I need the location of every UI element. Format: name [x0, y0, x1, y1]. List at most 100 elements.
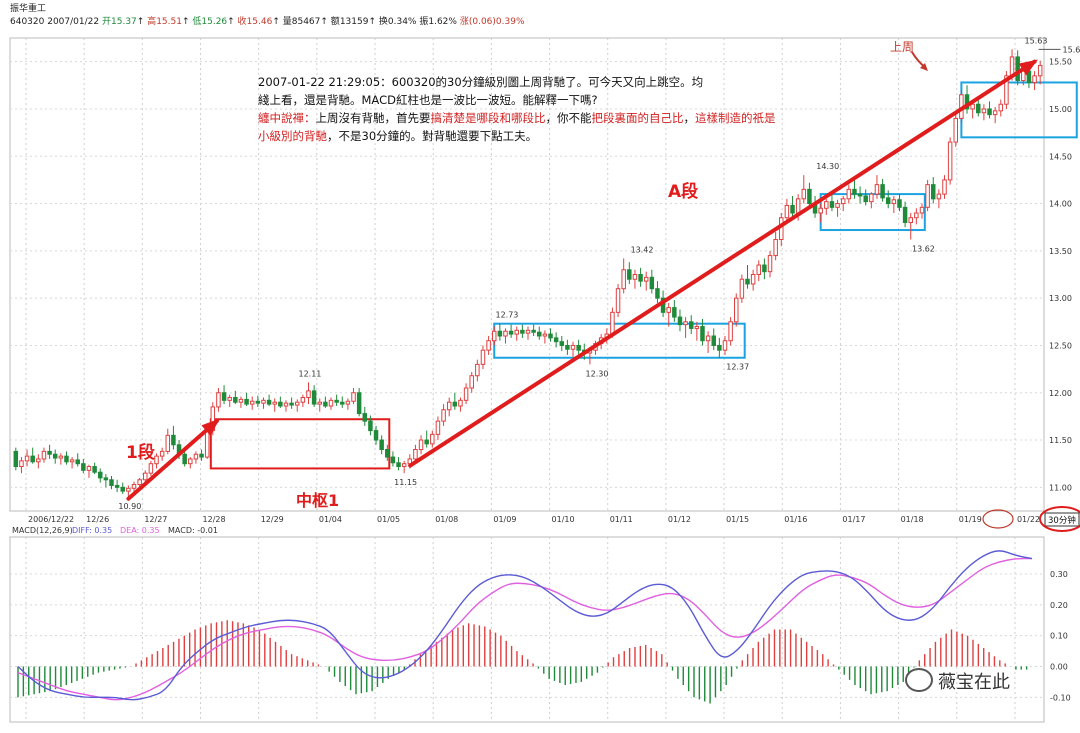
diff-line	[17, 550, 1033, 701]
macd-panel-frame	[9, 536, 1045, 723]
candle-body	[863, 195, 868, 203]
timeframe-circle	[1039, 506, 1080, 532]
candle-body	[790, 204, 795, 214]
segment-1-label: 1段	[126, 443, 155, 463]
candle-body	[221, 392, 227, 401]
candle-body	[334, 399, 339, 403]
open-label: 开	[101, 17, 111, 27]
macd-tick-label: 0.00	[1050, 663, 1068, 672]
price-tick-label: 14.50	[1049, 152, 1072, 161]
candle-body	[908, 217, 913, 223]
price-tick-label: 13.50	[1049, 247, 1072, 256]
candle-body	[86, 466, 92, 471]
candle-body	[576, 344, 581, 351]
macd-tick-label: 0.10	[1050, 632, 1068, 641]
price-extreme-label: 12.30	[586, 369, 609, 378]
candle-body	[401, 463, 407, 468]
candle-body	[19, 460, 24, 468]
price-extreme-label: 12.37	[726, 363, 749, 372]
candle-body	[148, 463, 154, 474]
candle-body	[486, 340, 491, 351]
macd-title: MACD(12,26,9)	[12, 526, 73, 535]
stock-quote-line: 640320 2007/01/22 开15.37↑ 高15.51↑ 低15.26…	[10, 17, 525, 27]
candle-body	[705, 335, 711, 342]
date-tick-label: 01/16	[784, 515, 807, 524]
price-extreme-label: 13.42	[631, 245, 654, 254]
candle-body	[131, 484, 137, 489]
reply-label: 纏中說禪：	[258, 111, 316, 125]
candle-body	[638, 274, 643, 282]
candle-body	[953, 117, 959, 143]
candle-body	[216, 392, 221, 408]
segment-a-arrow	[408, 59, 1037, 468]
candle-body	[356, 392, 362, 415]
candle-body	[976, 103, 981, 114]
amplitude-label: 振	[419, 17, 429, 27]
candle-body	[69, 459, 75, 463]
candle-body	[491, 330, 497, 342]
candle-body	[762, 264, 767, 273]
candle-body	[919, 206, 925, 214]
candle-body	[143, 472, 148, 481]
segment-1-arrow-head	[201, 418, 220, 436]
candle-body	[767, 255, 773, 273]
last-week-label: 上周	[890, 40, 915, 54]
candle-body	[734, 297, 739, 323]
candle-body	[227, 396, 232, 401]
turnover-value: 0.34%	[387, 17, 417, 27]
zhongshu-1-box	[209, 418, 391, 470]
date-tick-label: 12/28	[203, 515, 226, 524]
candle-body	[537, 331, 542, 337]
price-extreme-label: 12.11	[298, 369, 321, 378]
candle-body	[311, 390, 317, 405]
candle-body	[902, 206, 908, 223]
zhongshu-label: 中枢1	[296, 491, 340, 510]
macd-legend-entry: MACD: -0.01	[168, 526, 218, 535]
candle-body	[987, 108, 992, 116]
candle-body	[570, 344, 576, 350]
candle-body	[193, 453, 199, 460]
candle-body	[525, 329, 531, 334]
date-tick-label: 01/08	[435, 515, 458, 524]
candle-body	[452, 401, 458, 407]
candle-body	[340, 401, 345, 405]
candle-body	[126, 487, 131, 492]
candle-body	[936, 193, 942, 200]
candle-body	[857, 193, 863, 197]
candle-body	[368, 420, 373, 432]
candle-body	[446, 401, 452, 411]
candle-body	[362, 413, 368, 422]
candle-body	[559, 341, 565, 346]
candle-body	[233, 396, 238, 403]
candle-body	[615, 288, 621, 313]
candle-body	[897, 199, 902, 208]
candle-body	[497, 330, 503, 337]
candle-body	[632, 274, 638, 280]
candle-body	[655, 288, 660, 299]
candle-body	[272, 401, 277, 405]
price-extreme-label: 10.90	[118, 502, 141, 511]
price-extreme-label: 12.73	[495, 311, 518, 320]
candle-body	[114, 484, 120, 488]
candle-body	[531, 329, 536, 333]
candle-body	[1037, 64, 1043, 77]
candle-body	[649, 276, 655, 290]
reply-text-4: ，不是30分鐘的。對背馳還要下點工夫。	[327, 129, 538, 143]
candle-body	[81, 463, 86, 471]
candle-body	[717, 344, 722, 351]
candle-body	[840, 198, 846, 205]
candle-body	[666, 307, 671, 313]
candle-body	[508, 330, 514, 335]
candle-body	[249, 400, 255, 405]
candle-body	[998, 103, 1004, 112]
price-tick-label: 12.50	[1049, 341, 1072, 350]
segment-a-arrow-head	[1018, 59, 1038, 76]
candle-body	[722, 340, 728, 351]
candle-body	[13, 450, 19, 468]
date-tick-label: 01/11	[610, 515, 633, 524]
note-reply: 纏中說禪：上周沒有背馳，首先要搞清楚是哪段和哪段比，你不能把段裏面的自己比，這樣…	[258, 109, 778, 145]
candle-body	[300, 396, 306, 403]
candle-body	[92, 466, 97, 473]
date-tick-label: 01/05	[377, 515, 400, 524]
dea-line	[17, 557, 1032, 701]
